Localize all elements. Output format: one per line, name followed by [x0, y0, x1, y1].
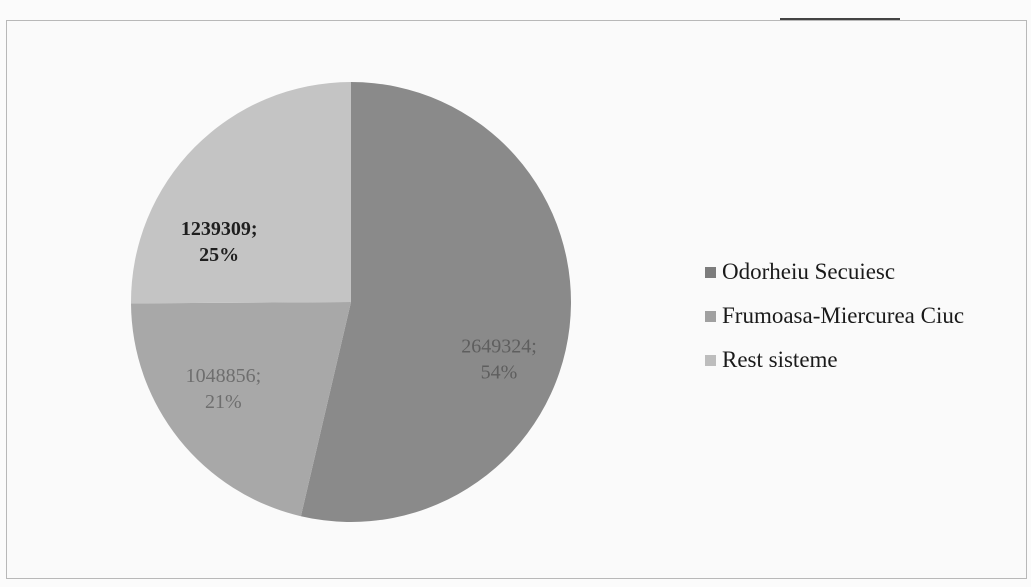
label-odorheiu-value: 2649324; [461, 336, 537, 358]
legend-item-rest: Rest sisteme [705, 338, 964, 382]
legend-swatch-frumoasa [705, 310, 716, 322]
label-rest-percent: 25% [199, 244, 239, 266]
legend-swatch-odorheiu [705, 266, 716, 278]
legend-label-frumoasa: Frumoasa-Miercurea Ciuc [722, 303, 965, 328]
legend-item-odorheiu: Odorheiu Secuiesc [705, 250, 964, 294]
legend-label-rest: Rest sisteme [722, 347, 838, 372]
label-odorheiu-percent: 54% [481, 362, 518, 384]
label-rest-value: 1239309; [181, 218, 258, 240]
chart-legend: Odorheiu Secuiesc Frumoasa-Miercurea Ciu… [705, 250, 964, 382]
slice-frumoasa [131, 302, 351, 517]
label-frumoasa-percent: 21% [205, 391, 242, 413]
slice-rest [131, 82, 351, 304]
legend-swatch-rest [705, 354, 716, 366]
top-edge-line [780, 18, 900, 20]
legend-label-odorheiu: Odorheiu Secuiesc [722, 259, 896, 284]
label-frumoasa-value: 1048856; [186, 365, 262, 387]
legend-item-frumoasa: Frumoasa-Miercurea Ciuc [705, 294, 964, 338]
slice-odorheiu [300, 82, 572, 523]
